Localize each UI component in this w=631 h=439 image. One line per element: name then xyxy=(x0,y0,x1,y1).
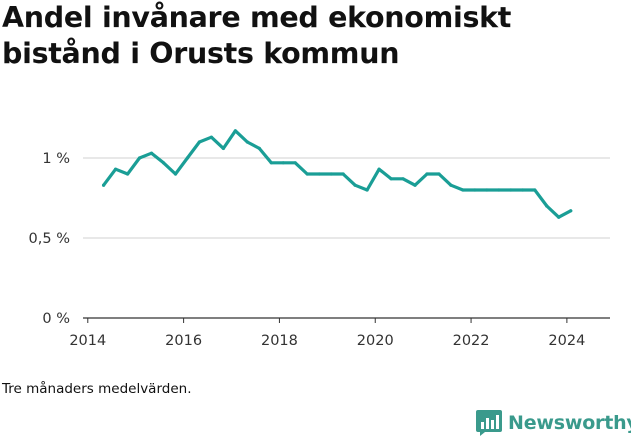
y-tick-label: 0,5 % xyxy=(29,231,70,247)
x-tick-label: 2014 xyxy=(69,333,106,349)
data-point xyxy=(305,172,309,176)
x-tick-label: 2020 xyxy=(357,333,394,349)
data-point xyxy=(185,156,190,160)
gridlines xyxy=(83,157,610,319)
data-point xyxy=(377,167,381,171)
y-tick-label: 0 % xyxy=(42,311,70,327)
data-point xyxy=(557,215,561,219)
data-point xyxy=(473,188,477,192)
data-point xyxy=(269,161,273,165)
data-point xyxy=(521,188,525,192)
brand-name: Newsworthy xyxy=(508,412,631,434)
data-point xyxy=(425,172,429,176)
data-point xyxy=(329,172,333,176)
series-line xyxy=(101,129,573,219)
x-tick-label: 2018 xyxy=(261,333,298,349)
footnote: Tre månaders medelvärden. xyxy=(2,381,192,397)
brand-logo: Newsworthy xyxy=(476,407,631,439)
data-point xyxy=(449,183,453,187)
data-point xyxy=(485,188,489,192)
x-tick-label: 2022 xyxy=(453,333,490,349)
data-point xyxy=(149,151,154,155)
data-point xyxy=(173,172,178,176)
axes: 0 % 0,5 % 1 % 2014 2016 2018 2020 2022 2024 xyxy=(29,151,586,349)
data-point xyxy=(102,183,106,187)
data-point xyxy=(245,140,249,144)
data-point xyxy=(437,172,441,176)
series-layer xyxy=(101,129,573,219)
data-point xyxy=(389,177,393,181)
data-point xyxy=(281,161,285,165)
data-point xyxy=(293,161,297,165)
data-point xyxy=(545,204,549,208)
data-point xyxy=(125,172,130,176)
data-point xyxy=(137,156,142,160)
data-point xyxy=(209,135,213,139)
data-point xyxy=(353,183,357,187)
chart-title: Andel invånare med ekonomiskt bistånd i … xyxy=(2,1,512,70)
y-tick-label: 1 % xyxy=(42,151,70,167)
x-tick-label: 2016 xyxy=(165,333,202,349)
data-point xyxy=(221,146,225,150)
data-point xyxy=(197,140,202,144)
data-point xyxy=(509,188,513,192)
data-point xyxy=(497,188,501,192)
data-point xyxy=(461,188,465,192)
data-point xyxy=(233,129,237,133)
bar-chart-logo-icon xyxy=(476,410,502,436)
data-point xyxy=(401,177,405,181)
data-point xyxy=(257,146,261,150)
data-point xyxy=(317,172,321,176)
data-point xyxy=(341,172,345,176)
data-point xyxy=(113,167,118,171)
data-point xyxy=(569,209,573,213)
data-point xyxy=(533,188,537,192)
data-point xyxy=(161,161,166,165)
data-point xyxy=(365,188,369,192)
data-point xyxy=(413,183,417,187)
x-tick-label: 2024 xyxy=(548,333,585,349)
